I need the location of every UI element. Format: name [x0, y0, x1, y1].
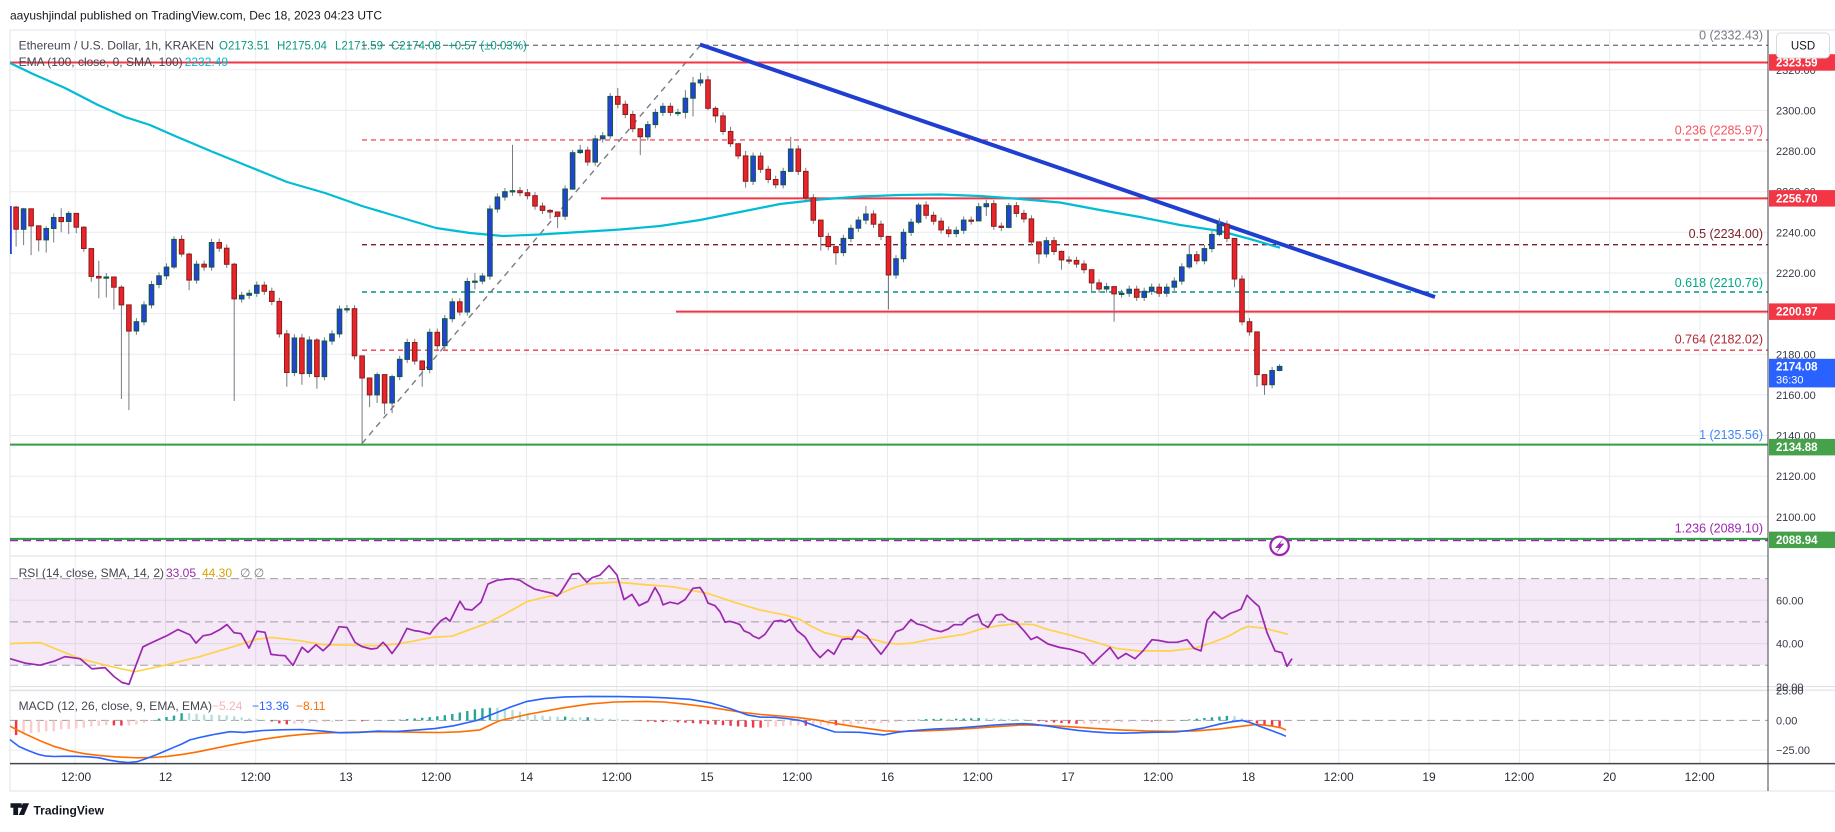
svg-text:1 (2135.56): 1 (2135.56) [1699, 428, 1763, 442]
svg-text:2180.00: 2180.00 [1776, 349, 1816, 361]
svg-text:12: 12 [159, 770, 173, 784]
svg-text:2280.00: 2280.00 [1776, 146, 1816, 158]
svg-text:TradingView: TradingView [34, 804, 105, 818]
svg-text:17: 17 [1061, 770, 1075, 784]
svg-text:2120.00: 2120.00 [1776, 471, 1816, 483]
svg-text:2200.97: 2200.97 [1776, 307, 1818, 319]
svg-text:RSI (14, close, SMA, 14, 2): RSI (14, close, SMA, 14, 2) [19, 566, 164, 580]
svg-text:0.618 (2210.76): 0.618 (2210.76) [1675, 276, 1763, 290]
svg-text:0.5 (2234.00): 0.5 (2234.00) [1689, 227, 1763, 241]
svg-text:12:00: 12:00 [602, 770, 632, 784]
svg-text:60.00: 60.00 [1776, 595, 1804, 607]
svg-text:18: 18 [1242, 770, 1256, 784]
svg-text:−8.11: −8.11 [296, 699, 326, 713]
svg-text:20.00: 20.00 [1776, 682, 1804, 694]
svg-text:14: 14 [520, 770, 534, 784]
svg-text:25.00: 25.00 [1776, 686, 1804, 698]
svg-text:∅ ∅: ∅ ∅ [240, 566, 264, 580]
svg-text:12:00: 12:00 [782, 770, 812, 784]
svg-text:2300.00: 2300.00 [1776, 105, 1816, 117]
svg-text:2100.00: 2100.00 [1776, 512, 1816, 524]
svg-text:12:00: 12:00 [1143, 770, 1173, 784]
svg-text:−5.24: −5.24 [212, 699, 243, 713]
svg-text:12:00: 12:00 [963, 770, 993, 784]
svg-text:12:00: 12:00 [1324, 770, 1354, 784]
svg-text:33.05: 33.05 [166, 566, 196, 580]
svg-text:C2174.08: C2174.08 [391, 40, 441, 52]
svg-text:13: 13 [339, 770, 353, 784]
svg-text:−25.00: −25.00 [1776, 745, 1810, 757]
svg-text:0.236 (2285.97): 0.236 (2285.97) [1675, 124, 1763, 138]
svg-text:36:30: 36:30 [1776, 374, 1804, 386]
svg-text:20: 20 [1603, 770, 1617, 784]
svg-text:2174.08: 2174.08 [1776, 361, 1818, 373]
svg-text:19: 19 [1422, 770, 1436, 784]
svg-text:2088.94: 2088.94 [1776, 535, 1818, 547]
svg-text:2160.00: 2160.00 [1776, 390, 1816, 402]
svg-text:aayushjindal published on Trad: aayushjindal published on TradingView.co… [10, 9, 382, 23]
svg-text:12:00: 12:00 [1504, 770, 1534, 784]
svg-text:L2171.59: L2171.59 [335, 40, 383, 52]
svg-text:MACD (12, 26, close, 9, EMA, E: MACD (12, 26, close, 9, EMA, EMA) [19, 699, 212, 713]
svg-text:2323.59: 2323.59 [1776, 58, 1818, 70]
svg-text:12:00: 12:00 [1685, 770, 1715, 784]
svg-text:2232.49: 2232.49 [185, 55, 229, 69]
svg-text:2240.00: 2240.00 [1776, 227, 1816, 239]
svg-text:H2175.04: H2175.04 [277, 40, 327, 52]
svg-text:0.764 (2182.02): 0.764 (2182.02) [1675, 333, 1763, 347]
svg-text:EMA (100, close, 0, SMA, 100): EMA (100, close, 0, SMA, 100) [19, 55, 183, 69]
svg-text:USD: USD [1791, 41, 1815, 53]
svg-text:12:00: 12:00 [241, 770, 271, 784]
svg-text:0 (2332.43): 0 (2332.43) [1699, 29, 1763, 43]
svg-text:O2173.51: O2173.51 [219, 40, 270, 52]
svg-text:−13.36: −13.36 [252, 699, 289, 713]
svg-text:12:00: 12:00 [421, 770, 451, 784]
svg-text:40.00: 40.00 [1776, 639, 1804, 651]
svg-text:Ethereum / U.S. Dollar, 1h, KR: Ethereum / U.S. Dollar, 1h, KRAKEN [19, 38, 214, 52]
svg-text:2220.00: 2220.00 [1776, 268, 1816, 280]
svg-text:1.236 (2089.10): 1.236 (2089.10) [1675, 521, 1763, 535]
svg-text:0.00: 0.00 [1776, 715, 1797, 727]
svg-text:15: 15 [700, 770, 714, 784]
svg-text:2256.70: 2256.70 [1776, 193, 1818, 205]
svg-text:+0.57 (±0.03%): +0.57 (±0.03%) [448, 40, 527, 52]
svg-text:2134.88: 2134.88 [1776, 442, 1818, 454]
svg-text:44.30: 44.30 [202, 566, 232, 580]
svg-text:16: 16 [881, 770, 895, 784]
svg-text:12:00: 12:00 [61, 770, 91, 784]
